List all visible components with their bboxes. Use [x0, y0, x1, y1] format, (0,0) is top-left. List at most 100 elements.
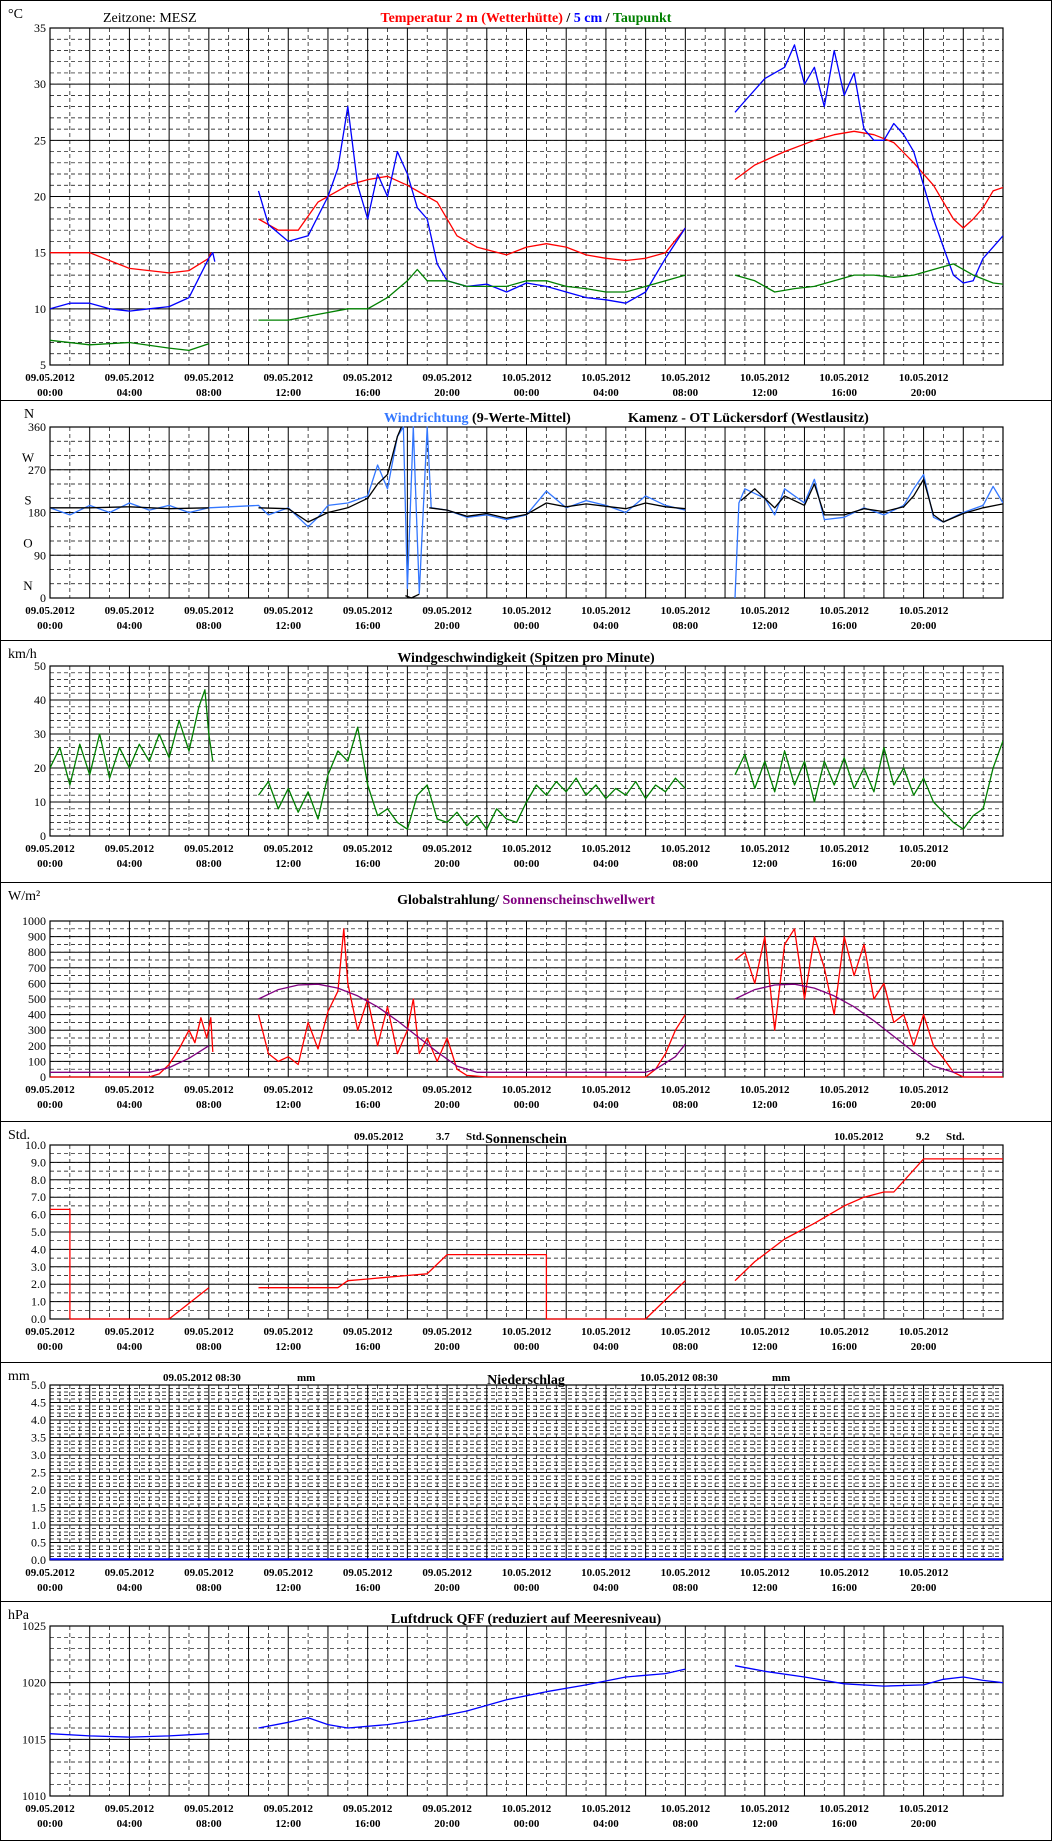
x-tick-time: 08:00	[196, 1818, 222, 1830]
x-tick-time: 00:00	[37, 620, 63, 632]
x-tick-time: 08:00	[672, 1099, 698, 1111]
x-tick-time: 16:00	[355, 387, 381, 399]
series-line-temp-0	[50, 252, 212, 274]
x-tick-date: 09.05.2012	[422, 1084, 472, 1096]
series-line-radiation-1	[257, 928, 686, 1078]
y-tick-label: 35	[34, 21, 46, 35]
x-tick-date: 09.05.2012	[184, 1567, 234, 1579]
y-tick-label: 5	[40, 358, 46, 372]
series-line-radiation-5	[734, 983, 1003, 1073]
x-tick-date: 09.05.2012	[264, 1084, 314, 1096]
x-tick-date: 10.05.2012	[581, 1567, 631, 1579]
x-tick-date: 10.05.2012	[899, 843, 949, 855]
y-tick-label: 500	[28, 992, 46, 1006]
series-line-sunshine-2	[734, 1158, 1003, 1282]
y-tick-label: 1010	[22, 1789, 46, 1803]
x-tick-time: 08:00	[672, 620, 698, 632]
x-tick-time: 20:00	[434, 1341, 460, 1353]
x-tick-time: 20:00	[911, 620, 937, 632]
x-tick-time: 04:00	[593, 1341, 619, 1353]
x-tick-date: 10.05.2012	[899, 1084, 949, 1096]
series-line-radiation-4	[258, 983, 686, 1073]
y-tick-label: 7.0	[31, 1190, 46, 1204]
x-tick-date: 09.05.2012	[343, 1567, 393, 1579]
x-tick-time: 04:00	[117, 1341, 143, 1353]
x-tick-date: 10.05.2012	[502, 1803, 552, 1815]
station-label: Kamenz - OT Lückersdorf (Westlausitz)	[628, 411, 869, 426]
series-line-winddir-6	[740, 478, 1003, 523]
plot-area	[49, 665, 1004, 837]
chart-title: Windgeschwindigkeit (Spitzen pro Minute)	[397, 651, 655, 666]
x-tick-time: 08:00	[672, 1818, 698, 1830]
unit-label: Std.	[8, 1128, 30, 1143]
annotation-date: 10.05.2012	[834, 1131, 884, 1143]
y-tick-label: 1.0	[31, 1295, 46, 1309]
x-tick-time: 04:00	[593, 620, 619, 632]
x-tick-time: 20:00	[434, 858, 460, 870]
x-tick-date: 10.05.2012	[581, 1326, 631, 1338]
y-tick-label: 6.0	[31, 1208, 46, 1222]
x-tick-time: 12:00	[752, 1341, 778, 1353]
series-line-pressure-2	[734, 1665, 1003, 1687]
unit-label: N	[24, 407, 34, 422]
y-tick-label: 5.0	[31, 1225, 46, 1239]
x-tick-time: 04:00	[117, 1099, 143, 1111]
panel-temp: 5 10 15 20 25 30 35 °C Zeitzone: MESZ Temperatur …	[8, 7, 1004, 399]
x-tick-time: 04:00	[117, 620, 143, 632]
series-line-temp-1	[258, 175, 686, 262]
unit-label: mm	[8, 1369, 30, 1384]
x-tick-date: 09.05.2012	[343, 1803, 393, 1815]
x-tick-time: 08:00	[672, 1582, 698, 1594]
x-tick-time: 20:00	[911, 1582, 937, 1594]
chart-title: Niederschlag	[487, 1373, 565, 1388]
x-tick-time: 04:00	[117, 858, 143, 870]
chart-title-part: Windrichtung	[384, 411, 469, 426]
chart-title-part: Luftdruck QFF (reduziert auf Meeresnivea…	[391, 1612, 662, 1627]
x-tick-time: 00:00	[514, 1341, 540, 1353]
x-tick-date: 10.05.2012	[819, 1567, 869, 1579]
y-tick-label: 180	[28, 506, 46, 520]
x-tick-date: 09.05.2012	[25, 1084, 75, 1096]
y-tick-label: 800	[28, 945, 46, 959]
x-tick-time: 04:00	[593, 1818, 619, 1830]
x-tick-time: 16:00	[355, 1818, 381, 1830]
x-tick-time: 16:00	[355, 1582, 381, 1594]
x-tick-date: 10.05.2012	[740, 1326, 790, 1338]
y-tick-label: 200	[28, 1039, 46, 1053]
y-tick-label: 0.0	[31, 1553, 46, 1567]
x-tick-time: 04:00	[117, 1818, 143, 1830]
x-tick-time: 12:00	[275, 1099, 301, 1111]
x-tick-date: 10.05.2012	[581, 372, 631, 384]
y-tick-label: 0	[40, 1070, 46, 1084]
chart-title-part: /	[602, 11, 613, 26]
chart-title-part: Sonnenscheinschwellwert	[502, 893, 655, 908]
x-tick-time: 16:00	[355, 858, 381, 870]
compass-label: S	[24, 493, 31, 508]
x-tick-time: 00:00	[37, 858, 63, 870]
x-tick-date: 10.05.2012	[740, 1803, 790, 1815]
chart-title-part: (9-Werte-Mittel)	[469, 411, 572, 426]
x-tick-time: 08:00	[196, 1341, 222, 1353]
x-tick-date: 09.05.2012	[264, 605, 314, 617]
x-tick-date: 09.05.2012	[184, 372, 234, 384]
x-tick-date: 10.05.2012	[740, 1084, 790, 1096]
x-tick-time: 00:00	[37, 1582, 63, 1594]
x-tick-time: 20:00	[911, 1818, 937, 1830]
x-tick-time: 00:00	[37, 1341, 63, 1353]
unit-label: hPa	[8, 1608, 30, 1623]
y-tick-label: 10	[34, 302, 46, 316]
y-tick-label: 2.0	[31, 1277, 46, 1291]
x-tick-time: 00:00	[37, 1099, 63, 1111]
chart-title-part: 5 cm	[574, 11, 603, 26]
series-line-windspeed-0	[50, 689, 214, 786]
y-tick-label: 1000	[22, 914, 46, 928]
series-line-sunshine-0	[50, 1208, 210, 1320]
annotation-date: 09.05.2012	[354, 1131, 404, 1143]
series-line-temp-3	[50, 252, 216, 312]
x-tick-date: 10.05.2012	[502, 1567, 552, 1579]
x-tick-date: 09.05.2012	[264, 1326, 314, 1338]
y-tick-label: 1020	[22, 1676, 46, 1690]
